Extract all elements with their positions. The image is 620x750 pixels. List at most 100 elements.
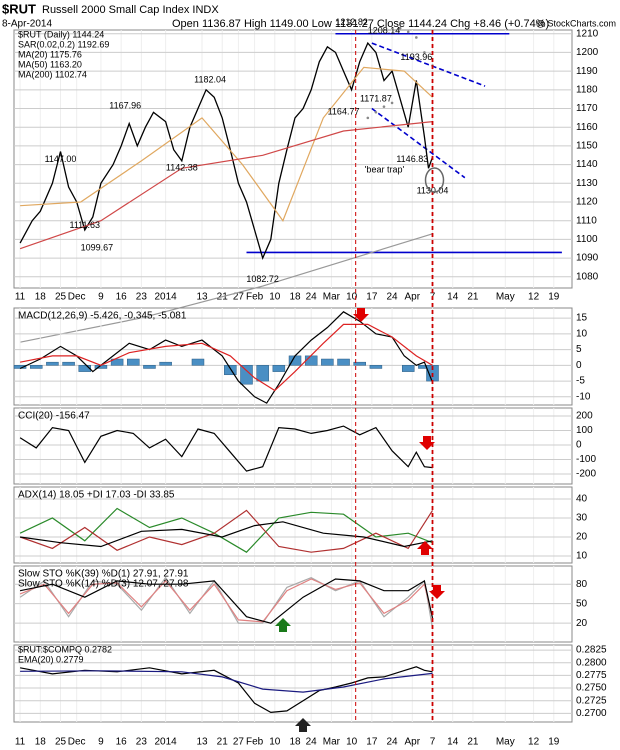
price-annotation: 1167.96: [109, 101, 141, 111]
x-tick-label: 27: [233, 292, 245, 303]
arrows: [275, 308, 445, 732]
x-tick-label: 9: [98, 737, 104, 748]
x-tick-label: 12: [528, 292, 540, 303]
x-tick-label: 27: [233, 737, 245, 748]
x-tick-label: 23: [136, 737, 148, 748]
x-tick-label: 19: [548, 292, 560, 303]
x-tick-label: Feb: [246, 737, 264, 748]
histogram-bar: [401, 365, 415, 372]
price-annotation: 1146.83: [396, 154, 428, 164]
y-tick-label: 1120: [576, 197, 598, 208]
series-line: [19, 666, 433, 714]
histogram-bar: [272, 365, 286, 372]
x-tick-label: 9: [98, 292, 104, 303]
x-tick-label: 24: [387, 737, 399, 748]
y-tick-label: 10: [576, 551, 588, 562]
x-tick-label: 18: [35, 737, 47, 748]
histogram-bar: [62, 361, 75, 366]
histogram-bar: [110, 358, 124, 366]
legend-entry: MA(20) 1175.76: [18, 49, 82, 59]
y-tick-label: 50: [576, 598, 588, 609]
x-tick-label: 11: [15, 292, 26, 303]
arrow: [417, 541, 433, 555]
credit: @ StockCharts.com: [536, 18, 616, 28]
y-tick-label: 0.2700: [576, 708, 607, 719]
price-annotation: 1111.63: [69, 220, 100, 230]
y-tick-label: 1200: [576, 47, 599, 58]
x-tick-label: 24: [387, 292, 399, 303]
x-tick-label: 25: [55, 737, 67, 748]
arrow: [295, 718, 311, 732]
y-tick-label: -100: [576, 454, 596, 465]
legend-entry: EMA(20) 0.2779: [18, 654, 84, 664]
price-annotation: 1147.00: [45, 154, 77, 164]
x-tick-label: 11: [15, 737, 26, 748]
series-line: [19, 578, 434, 623]
y-tick-label: 0.2800: [576, 657, 607, 668]
x-tick-label: 16: [116, 292, 128, 303]
series-line: [19, 425, 433, 472]
arrow: [353, 308, 369, 322]
x-tick-label: 25: [55, 292, 67, 303]
x-tick-label: Mar: [323, 292, 341, 303]
y-tick-label: 30: [576, 513, 588, 524]
panel-title: Slow STO %K(39) %D(1) 27.91, 27.91: [18, 569, 189, 580]
sar-dot: [423, 51, 426, 54]
histogram-bar: [159, 361, 172, 366]
histogram-bar: [369, 365, 383, 369]
legend-entry: $RUT (Daily) 1144.24: [18, 29, 104, 39]
arrow: [419, 436, 435, 450]
histogram-bar: [143, 365, 156, 369]
histogram-bar: [224, 365, 237, 376]
y-tick-label: 15: [576, 313, 588, 324]
y-tick-label: 200: [576, 411, 593, 422]
histogram-bar: [29, 365, 43, 369]
y-tick-label: 20: [576, 618, 588, 629]
series-line: [20, 670, 433, 693]
y-tick-label: 1190: [576, 66, 598, 77]
panel: [13, 644, 573, 723]
sar-dot: [390, 101, 394, 105]
x-tick-label: 17: [366, 737, 378, 748]
y-tick-label: 1210: [576, 28, 599, 39]
price-annotation: 1193.96: [400, 52, 432, 62]
y-tick-label: 0.2825: [576, 645, 607, 656]
y-tick-label: 5: [576, 344, 582, 355]
x-tick-label: 12: [528, 737, 540, 748]
panel-title: MACD(12,26,9) -5.426, -0.345, -5.081: [18, 311, 187, 322]
x-tick-label: 13: [196, 737, 208, 748]
trend-line: [371, 42, 486, 87]
y-tick-label: 0: [576, 360, 582, 371]
y-tick-label: 0.2725: [576, 695, 607, 706]
sar-dot: [406, 30, 410, 34]
histogram-bar: [13, 365, 27, 369]
x-tick-label: Mar: [323, 737, 341, 748]
highlight-circle: [424, 167, 445, 193]
series-line: [19, 507, 433, 553]
x-tick-label: 21: [467, 737, 479, 748]
series-line: [19, 121, 433, 250]
y-tick-label: 0.2750: [576, 683, 607, 694]
price-annotation: 1212.82: [335, 17, 368, 27]
x-tick-label: 2014: [155, 737, 178, 748]
x-tick-label: 10: [346, 292, 358, 303]
price-annotation: 1099.67: [81, 242, 114, 252]
x-tick-label: 14: [447, 292, 459, 303]
y-tick-label: 1130: [576, 178, 598, 189]
x-tick-label: 16: [116, 737, 128, 748]
panel-title: ADX(14) 18.05 +DI 17.03 -DI 33.85: [18, 490, 175, 501]
y-tick-label: 0: [576, 440, 582, 451]
x-tick-label: 24: [306, 292, 318, 303]
histogram-bar: [127, 358, 140, 366]
price-annotation: 1130.04: [417, 186, 449, 196]
note: 'bear trap': [365, 165, 405, 175]
series-line: [19, 509, 434, 553]
panel-title: CCI(20) -156.47: [18, 411, 90, 422]
x-tick-label: 21: [217, 737, 229, 748]
price-annotation: 1182.04: [194, 74, 226, 84]
quote: Open 1136.87 High 1149.00 Low 1131.27 Cl…: [172, 18, 549, 30]
x-tick-label: 21: [467, 292, 479, 303]
x-tick-label: 18: [289, 292, 301, 303]
price-annotation: 1208.14: [368, 26, 401, 36]
